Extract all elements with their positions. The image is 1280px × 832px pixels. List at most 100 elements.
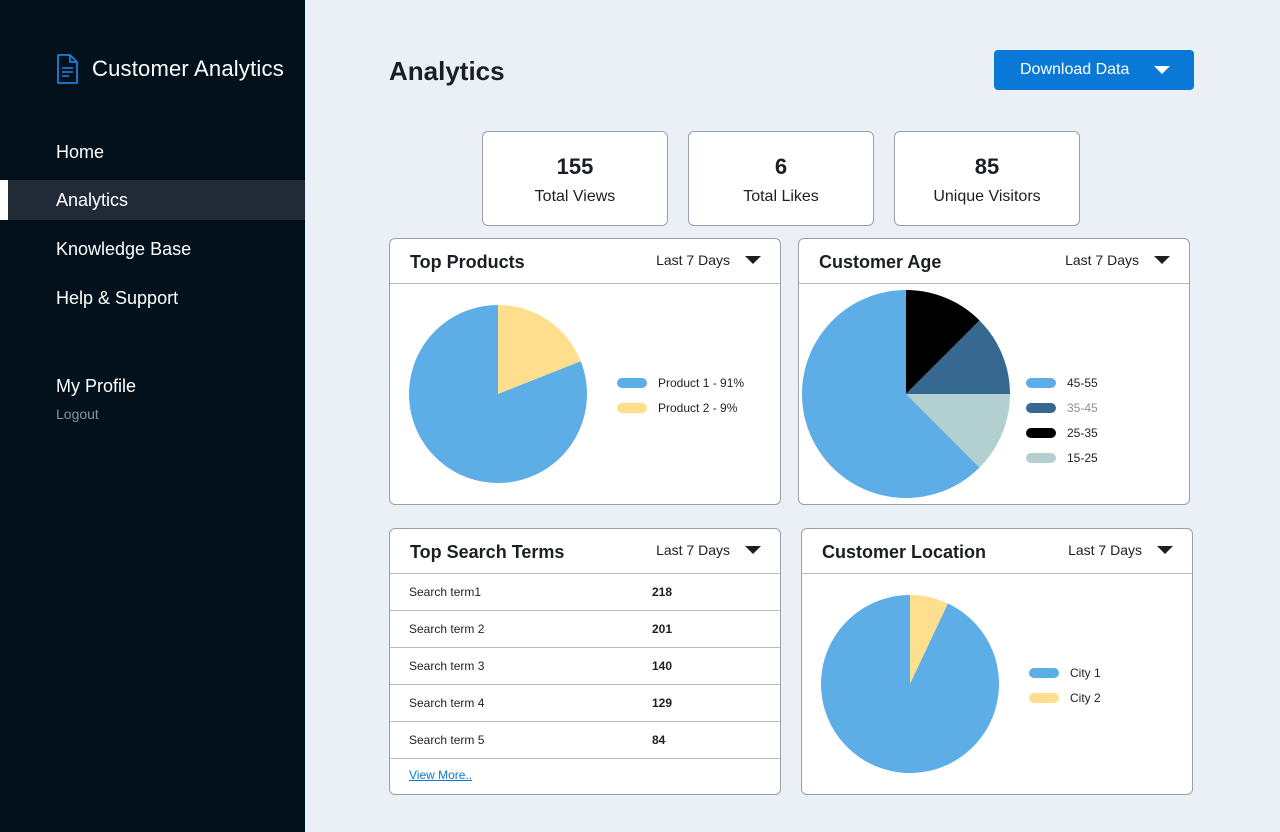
search-term: Search term 5 <box>409 733 485 747</box>
date-range-dropdown[interactable]: Last 7 Days <box>656 542 761 558</box>
legend-label: City 2 <box>1070 690 1101 705</box>
legend-item: Product 2 - 9% <box>617 395 744 420</box>
panel-title: Top Search Terms <box>410 542 565 562</box>
pie-slice-35-45 <box>906 320 1010 394</box>
sidebar-item-home[interactable]: Home <box>56 141 105 162</box>
stat-label: Total Likes <box>743 188 819 205</box>
panel-title: Customer Age <box>819 252 942 272</box>
top-products-panel: Top Products Last 7 Days Product 1 - 91%… <box>389 238 781 505</box>
table-row[interactable]: Search term 5 84 <box>390 722 780 759</box>
legend-swatch <box>1026 377 1056 388</box>
chevron-down-icon <box>1154 66 1170 74</box>
legend-swatch <box>1026 452 1056 463</box>
date-range-dropdown[interactable]: Last 7 Days <box>1068 542 1173 558</box>
logout-link[interactable]: Logout <box>56 406 99 422</box>
legend: Product 1 - 91% Product 2 - 9% <box>617 370 744 420</box>
legend-label: Product 1 - 91% <box>658 375 745 390</box>
legend-label: 15-25 <box>1067 450 1098 465</box>
table-row[interactable]: Search term1 218 <box>390 574 780 611</box>
search-term: Search term 3 <box>409 659 485 673</box>
legend-label: Product 2 - 9% <box>658 400 738 415</box>
legend-label: 35-45 <box>1067 400 1098 415</box>
panel-title: Top Products <box>410 252 525 272</box>
chevron-down-icon <box>745 546 761 554</box>
sidebar-item-knowledge-base[interactable]: Knowledge Base <box>56 238 192 259</box>
legend-item: 35-45 <box>1026 395 1098 420</box>
legend-item: 25-35 <box>1026 420 1098 445</box>
stat-value: 155 <box>556 154 594 179</box>
table-row[interactable]: Search term 4 129 <box>390 685 780 722</box>
customer-location-pie-chart <box>821 595 999 773</box>
date-range-label: Last 7 Days <box>1065 252 1139 268</box>
panel-header: Top Search Terms Last 7 Days <box>390 529 780 574</box>
table-row[interactable]: Search term 3 140 <box>390 648 780 685</box>
pie-slice-city-1 <box>821 595 999 773</box>
date-range-label: Last 7 Days <box>1068 542 1142 558</box>
app-title: Customer Analytics <box>92 56 284 81</box>
date-range-dropdown[interactable]: Last 7 Days <box>656 252 761 268</box>
top-search-terms-panel: Top Search Terms Last 7 Days Search term… <box>389 528 781 795</box>
legend-label: City 1 <box>1070 665 1101 680</box>
search-count: 129 <box>652 696 673 710</box>
pie-slice-product-1 <box>409 305 587 483</box>
stat-card-unique-visitors: 85 Unique Visitors <box>894 131 1080 226</box>
panel-header: Top Products Last 7 Days <box>390 239 780 284</box>
legend-item: City 2 <box>1029 685 1101 710</box>
search-count: 201 <box>652 622 673 636</box>
customer-location-panel: Customer Location Last 7 Days City 1 Cit… <box>801 528 1193 795</box>
search-term: Search term1 <box>409 585 482 599</box>
table-row[interactable]: Search term 2 201 <box>390 611 780 648</box>
pie-slice-25-35 <box>906 290 980 394</box>
panel-title: Customer Location <box>822 542 987 562</box>
chevron-down-icon <box>1154 256 1170 264</box>
pie-slice-45-55 <box>802 290 980 498</box>
my-profile-link[interactable]: My Profile <box>56 376 137 396</box>
panel-header: Customer Location Last 7 Days <box>802 529 1192 574</box>
chevron-down-icon <box>745 256 761 264</box>
sidebar: Customer Analytics Home Analytics Knowle… <box>0 0 305 832</box>
stat-value: 6 <box>774 154 788 179</box>
chevron-down-icon <box>1157 546 1173 554</box>
legend-label: 25-35 <box>1067 425 1098 440</box>
stat-label: Unique Visitors <box>933 188 1041 205</box>
search-term: Search term 2 <box>409 622 485 636</box>
search-count: 218 <box>652 585 673 599</box>
legend-swatch <box>1029 692 1059 703</box>
page-title: Analytics <box>389 56 505 86</box>
download-data-button[interactable]: Download Data <box>994 50 1194 90</box>
legend-swatch <box>1029 667 1059 678</box>
legend-item: 45-55 <box>1026 370 1098 395</box>
date-range-label: Last 7 Days <box>656 542 730 558</box>
brand: Customer Analytics <box>56 54 284 84</box>
stat-card-total-views: 155 Total Views <box>482 131 668 226</box>
document-icon <box>57 54 78 84</box>
legend-label: 45-55 <box>1067 375 1098 390</box>
legend-item: 15-25 <box>1026 445 1098 470</box>
top-products-pie-chart <box>409 305 587 483</box>
stat-card-total-likes: 6 Total Likes <box>688 131 874 226</box>
stat-value: 85 <box>974 154 1000 179</box>
download-data-label: Download Data <box>1020 61 1130 78</box>
legend-item: City 1 <box>1029 660 1101 685</box>
view-more-link[interactable]: View More.. <box>409 768 473 782</box>
legend-swatch <box>1026 427 1056 438</box>
legend: City 1 City 2 <box>1029 660 1101 710</box>
stat-label: Total Views <box>534 188 616 205</box>
customer-age-pie-chart <box>802 290 1010 498</box>
pie-slice-product-2 <box>498 305 581 394</box>
legend: 45-55 35-45 25-35 15-25 <box>1026 370 1098 470</box>
date-range-label: Last 7 Days <box>656 252 730 268</box>
customer-age-panel: Customer Age Last 7 Days 45-55 35-45 25-… <box>798 238 1190 505</box>
search-term: Search term 4 <box>409 696 485 710</box>
legend-swatch <box>1026 402 1056 413</box>
legend-item: Product 1 - 91% <box>617 370 744 395</box>
panel-header: Customer Age Last 7 Days <box>799 239 1189 284</box>
sidebar-item-help-support[interactable]: Help & Support <box>56 287 179 308</box>
pie-slice-city-2 <box>910 595 948 684</box>
legend-swatch <box>617 402 647 413</box>
date-range-dropdown[interactable]: Last 7 Days <box>1065 252 1170 268</box>
pie-slice-15-25 <box>906 394 1010 468</box>
sidebar-item-analytics[interactable]: Analytics <box>0 180 305 220</box>
search-count: 140 <box>652 659 673 673</box>
legend-swatch <box>617 377 647 388</box>
